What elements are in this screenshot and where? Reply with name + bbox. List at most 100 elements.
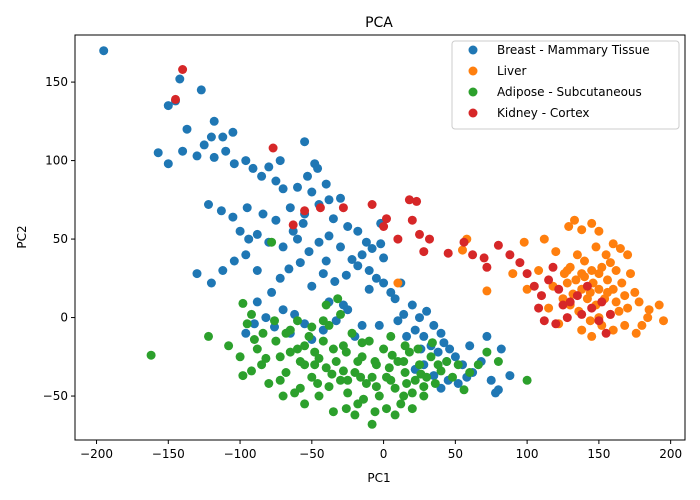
data-point-series-2 (242, 319, 252, 329)
data-point-series-1 (534, 266, 544, 275)
data-point-series-2 (247, 309, 256, 319)
data-point-series-0 (278, 242, 288, 252)
data-point-series-2 (328, 407, 338, 417)
data-point-series-3 (171, 94, 180, 104)
legend-marker (468, 66, 478, 76)
data-point-series-2 (410, 375, 420, 385)
data-point-series-2 (310, 360, 320, 370)
data-point-series-0 (399, 309, 409, 319)
data-point-series-0 (228, 127, 238, 137)
data-point-series-1 (615, 244, 625, 253)
data-point-series-3 (597, 297, 607, 307)
data-point-series-1 (519, 237, 529, 247)
data-point-series-0 (486, 375, 496, 385)
data-point-series-2 (300, 341, 310, 351)
data-point-series-0 (293, 182, 302, 192)
data-point-series-2 (224, 341, 234, 351)
data-point-series-0 (407, 300, 417, 310)
data-point-series-1 (601, 250, 611, 260)
data-point-series-2 (448, 372, 457, 382)
ticks-layer: −200 −150 −100 −50 0 50 100 150 200 −50 0 50 100 150 (43, 75, 682, 461)
data-point-series-2 (327, 369, 337, 379)
data-point-series-1 (643, 313, 653, 323)
data-point-series-0 (386, 287, 396, 297)
data-point-series-1 (564, 222, 574, 231)
data-point-series-0 (271, 215, 281, 225)
data-point-series-0 (304, 247, 314, 257)
data-point-series-0 (321, 179, 331, 189)
data-point-series-1 (623, 250, 633, 260)
data-point-series-2 (426, 352, 436, 362)
y-tick-label: −50 (43, 389, 68, 403)
data-point-series-0 (288, 226, 298, 236)
data-point-series-0 (218, 132, 228, 142)
data-point-series-3 (379, 222, 389, 231)
data-point-series-0 (314, 237, 324, 247)
data-point-series-0 (248, 163, 258, 173)
data-point-series-2 (407, 388, 417, 398)
data-point-series-3 (459, 237, 469, 247)
data-point-series-0 (307, 281, 317, 291)
data-point-series-2 (321, 300, 331, 310)
x-tick-label: 100 (516, 447, 539, 461)
data-point-series-0 (361, 237, 371, 247)
data-point-series-1 (570, 215, 579, 225)
data-point-series-1 (539, 234, 549, 244)
data-point-series-2 (386, 331, 396, 341)
data-point-series-0 (300, 319, 310, 329)
data-point-series-2 (271, 336, 281, 346)
data-point-series-0 (341, 270, 351, 280)
data-point-series-0 (453, 379, 463, 388)
data-point-series-0 (241, 328, 251, 338)
data-point-series-1 (623, 303, 633, 313)
data-point-series-2 (367, 372, 377, 382)
data-point-series-0 (353, 261, 363, 271)
data-point-series-0 (328, 214, 338, 224)
data-point-series-0 (429, 320, 439, 330)
data-point-series-2 (204, 331, 213, 341)
data-point-series-0 (221, 146, 231, 156)
data-point-series-0 (436, 328, 446, 338)
data-point-series-2 (459, 385, 469, 395)
data-point-series-2 (465, 368, 475, 377)
data-point-series-0 (192, 151, 202, 161)
data-point-series-0 (178, 146, 188, 156)
legend-marker (468, 87, 478, 97)
data-point-series-2 (382, 404, 391, 414)
data-point-series-1 (608, 325, 618, 335)
data-point-series-1 (587, 331, 597, 341)
data-point-series-1 (605, 258, 615, 268)
data-point-series-2 (333, 294, 343, 304)
data-point-series-0 (307, 187, 317, 197)
data-point-series-2 (314, 353, 324, 363)
legend-label: Kidney - Cortex (497, 106, 590, 120)
data-point-series-2 (238, 298, 248, 308)
data-point-series-0 (336, 193, 345, 203)
data-point-series-0 (249, 319, 259, 329)
plot-frame (74, 34, 686, 441)
data-point-series-0 (241, 156, 251, 166)
data-point-series-1 (571, 275, 581, 285)
data-point-series-2 (328, 344, 338, 354)
data-point-series-1 (577, 269, 587, 279)
data-point-series-2 (387, 350, 397, 360)
data-point-series-2 (341, 404, 351, 414)
data-point-series-2 (295, 357, 305, 366)
data-point-series-2 (399, 391, 409, 401)
x-tick-label: 50 (448, 447, 463, 461)
data-point-series-3 (482, 262, 492, 272)
data-point-series-0 (271, 176, 281, 186)
data-point-series-3 (419, 247, 429, 257)
data-point-series-2 (379, 344, 389, 354)
data-point-series-2 (364, 336, 374, 346)
data-point-series-0 (374, 320, 384, 330)
legend-marker (468, 108, 478, 118)
data-point-series-0 (229, 159, 239, 169)
data-point-series-1 (603, 275, 612, 285)
data-point-series-2 (310, 347, 320, 357)
data-point-series-0 (367, 244, 377, 253)
data-point-series-0 (347, 255, 357, 264)
data-point-series-0 (206, 278, 216, 288)
data-point-series-0 (192, 269, 202, 279)
